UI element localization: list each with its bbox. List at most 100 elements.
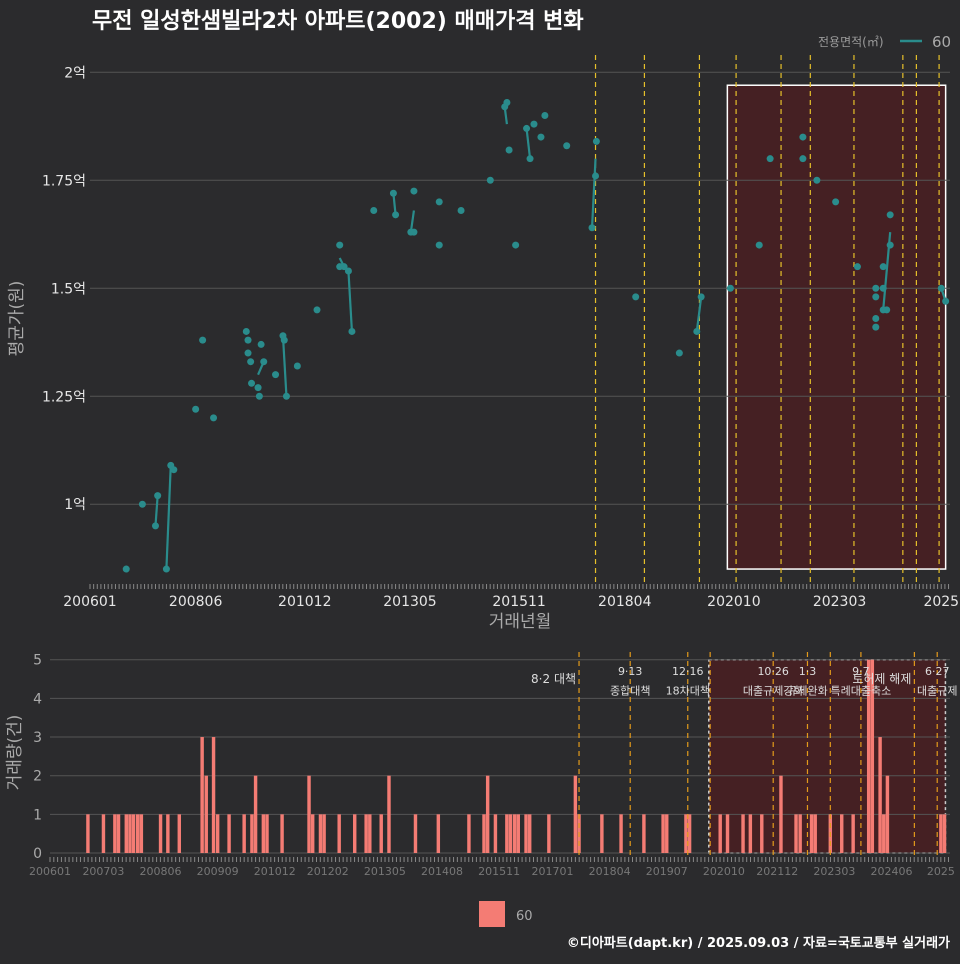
data-point bbox=[435, 241, 443, 249]
data-point bbox=[697, 293, 705, 301]
data-point bbox=[505, 146, 513, 154]
data-point bbox=[832, 198, 840, 206]
volume-bar bbox=[798, 814, 802, 853]
volume-bar bbox=[387, 775, 391, 853]
data-point bbox=[162, 565, 170, 573]
volume-bar bbox=[242, 814, 246, 853]
data-point bbox=[244, 349, 252, 357]
data-point bbox=[886, 211, 894, 219]
volume-bar bbox=[318, 814, 323, 853]
data-point bbox=[675, 349, 683, 357]
x-tick-label: 200601 bbox=[29, 865, 71, 878]
legend-top: 전용면적(㎡) 60 bbox=[818, 33, 951, 51]
policy-annotation-name: 18차대책 bbox=[666, 685, 710, 698]
volume-bar bbox=[642, 814, 646, 853]
data-point bbox=[879, 284, 887, 292]
x-tick-label: 202406 bbox=[871, 865, 913, 878]
data-point bbox=[280, 336, 288, 344]
x-tick-label: 200806 bbox=[169, 594, 223, 610]
volume-bar bbox=[337, 814, 341, 853]
volume-bar bbox=[307, 775, 311, 853]
policy-annotation-date: 9·7 bbox=[852, 665, 870, 678]
policy-annotation-date: 6·27 bbox=[925, 665, 950, 678]
series-line-segment bbox=[392, 193, 397, 215]
volume-bar bbox=[310, 814, 315, 853]
volume-bar bbox=[227, 814, 231, 853]
policy-annotation-name: 규제완화 bbox=[787, 685, 827, 698]
data-point bbox=[389, 189, 397, 197]
data-point bbox=[799, 155, 807, 163]
data-point bbox=[255, 392, 263, 400]
volume-bar bbox=[436, 814, 441, 853]
volume-bar bbox=[200, 737, 204, 853]
volume-bar bbox=[512, 814, 517, 853]
data-point bbox=[799, 133, 807, 141]
data-point bbox=[879, 263, 887, 271]
data-point bbox=[293, 362, 301, 370]
data-point bbox=[336, 241, 344, 249]
data-point bbox=[457, 207, 465, 215]
volume-bar bbox=[684, 814, 688, 853]
y-tick-label: 2억 bbox=[64, 65, 86, 81]
data-point bbox=[541, 111, 549, 119]
series-line-segment bbox=[281, 335, 288, 397]
series-line-segment bbox=[409, 210, 416, 233]
data-point bbox=[886, 241, 894, 249]
volume-bar bbox=[265, 814, 269, 853]
policy-annotation-date: 12·16 bbox=[672, 665, 704, 678]
data-point bbox=[813, 176, 821, 184]
volume-chart: 0 1 2 3 4 5 8·2 대책 9·13 종합대책 12·16 18차대책 10·26 대출규제강… bbox=[5, 652, 957, 878]
volume-bar bbox=[353, 814, 357, 853]
volume-bar bbox=[939, 814, 943, 853]
x-tick-label: 202303 bbox=[813, 594, 866, 610]
series-line-segment bbox=[695, 296, 703, 332]
volume-bar bbox=[870, 659, 875, 853]
volume-bar bbox=[131, 814, 136, 853]
volume-bar bbox=[725, 814, 730, 853]
volume-bar bbox=[885, 775, 890, 853]
data-point bbox=[199, 336, 207, 344]
volume-bar bbox=[261, 814, 266, 853]
volume-bar bbox=[493, 814, 498, 853]
volume-bar bbox=[253, 775, 258, 853]
data-point bbox=[260, 358, 268, 366]
data-point bbox=[210, 414, 218, 422]
x-tick-label: 201202 bbox=[307, 865, 349, 878]
x-tick-label: 2025 bbox=[927, 865, 955, 878]
data-point bbox=[257, 340, 265, 348]
y-tick-label: 2 bbox=[33, 769, 42, 785]
data-point bbox=[272, 371, 280, 379]
data-point bbox=[872, 323, 880, 331]
y-tick-label: 1.5억 bbox=[51, 281, 86, 297]
volume-bar bbox=[866, 659, 871, 853]
data-point bbox=[410, 187, 418, 195]
highlight-region bbox=[726, 84, 947, 570]
legend-entry-60: 60 bbox=[932, 33, 951, 51]
x-tick-label: 202010 bbox=[707, 594, 760, 610]
data-point bbox=[883, 306, 891, 314]
policy-annotation-name: 대출규제강화 bbox=[743, 685, 804, 698]
x-tick-label: 202010 bbox=[703, 865, 745, 878]
data-point bbox=[340, 263, 348, 271]
y-tick-label: 0 bbox=[33, 846, 42, 862]
policy-annotation-date: 9·13 bbox=[618, 665, 643, 678]
x-tick-label: 201511 bbox=[492, 594, 545, 610]
x-axis-title: 거래년월 bbox=[489, 612, 552, 632]
data-point bbox=[755, 241, 763, 249]
x-tick-label: 202112 bbox=[756, 865, 798, 878]
data-point bbox=[254, 384, 262, 392]
volume-bar bbox=[204, 775, 208, 853]
data-point bbox=[410, 228, 418, 236]
x-tick-label: 201305 bbox=[383, 594, 436, 610]
volume-bar bbox=[794, 814, 798, 853]
y-tick-label: 5 bbox=[33, 653, 42, 669]
volume-bar bbox=[942, 814, 947, 853]
data-point bbox=[392, 211, 400, 219]
data-point bbox=[537, 133, 545, 141]
volume-bar bbox=[368, 814, 372, 853]
volume-bar bbox=[250, 814, 254, 853]
policy-annotation: 토허제 해제 bbox=[852, 672, 911, 686]
x-tick-label: 200703 bbox=[82, 865, 124, 878]
volume-bar bbox=[809, 814, 814, 853]
